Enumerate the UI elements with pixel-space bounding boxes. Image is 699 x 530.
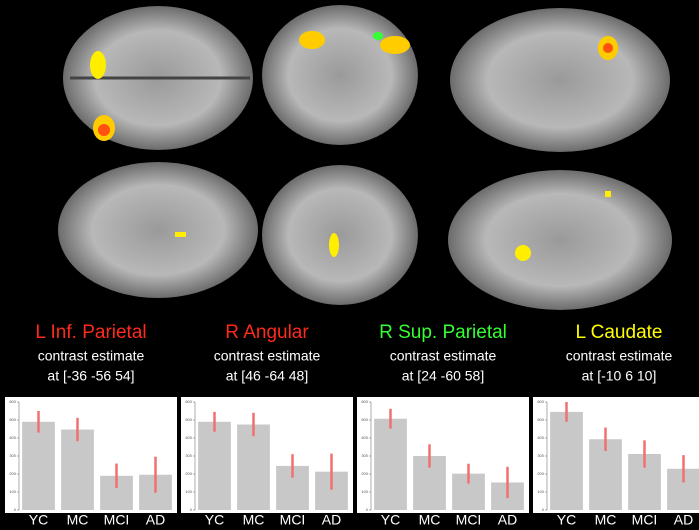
panel-subtitle: contrast estimate xyxy=(38,348,145,364)
coronal-slice xyxy=(262,5,418,145)
y-tick-label: 200 xyxy=(9,471,16,476)
x-tick-label: AD xyxy=(674,512,693,528)
bar xyxy=(61,430,94,510)
panel-title: R Sup. Parietal xyxy=(379,322,507,343)
panel-title: R Angular xyxy=(225,322,309,343)
y-tick-label: 100 xyxy=(361,489,368,494)
axial-slice xyxy=(58,162,258,298)
y-tick-label: 300 xyxy=(537,453,544,458)
x-tick-label: AD xyxy=(322,512,341,528)
x-tick-label: MCI xyxy=(104,512,130,528)
y-tick-label: 200 xyxy=(361,471,368,476)
x-tick-label: AD xyxy=(498,512,517,528)
bar xyxy=(198,422,231,510)
y-tick-label: 500 xyxy=(537,417,544,422)
bar xyxy=(374,419,407,510)
y-tick-label: 500 xyxy=(361,417,368,422)
y-tick-label: 400 xyxy=(537,435,544,440)
activation xyxy=(299,31,325,49)
y-tick-label: 100 xyxy=(537,489,544,494)
x-tick-label: MC xyxy=(67,512,89,528)
y-tick-label: 600 xyxy=(537,399,544,404)
bar xyxy=(237,425,270,511)
panel-annotation: at [-36 -56 54] xyxy=(47,368,134,384)
y-tick-label: 100 xyxy=(9,489,16,494)
panel-title: L Caudate xyxy=(576,322,663,343)
x-tick-label: YC xyxy=(557,512,576,528)
y-tick-label: 600 xyxy=(9,399,16,404)
y-tick-label: 100 xyxy=(185,489,192,494)
y-tick-label: 400 xyxy=(185,435,192,440)
activation xyxy=(380,36,410,54)
bar xyxy=(22,422,55,510)
panel-annotation: at [24 -60 58] xyxy=(402,368,485,384)
y-tick-label: 600 xyxy=(361,399,368,404)
x-tick-label: AD xyxy=(146,512,165,528)
x-tick-label: MC xyxy=(243,512,265,528)
figure: L Inf. Parietal contrast estimate at [-36 … xyxy=(0,0,699,530)
x-tick-label: MCI xyxy=(632,512,658,528)
page: {"chart_data": [ {"type": "bar", "title"… xyxy=(0,0,699,530)
panel-subtitle: contrast estimate xyxy=(390,348,497,364)
x-tick-label: YC xyxy=(205,512,224,528)
x-tick-label: YC xyxy=(381,512,400,528)
activation xyxy=(90,51,106,79)
bar xyxy=(550,412,583,510)
panel-subtitle: contrast estimate xyxy=(214,348,321,364)
y-tick-label: 200 xyxy=(185,471,192,476)
panel-title: L Inf. Parietal xyxy=(35,322,146,343)
y-tick-label: 300 xyxy=(9,453,16,458)
y-tick-label: 300 xyxy=(185,453,192,458)
coronal-slice xyxy=(262,165,418,305)
y-tick-label: 400 xyxy=(361,435,368,440)
activation xyxy=(603,43,613,53)
activation xyxy=(515,245,531,261)
sagittal-slice xyxy=(448,170,672,310)
activation xyxy=(605,191,611,197)
y-tick-label: 200 xyxy=(537,471,544,476)
activation xyxy=(329,233,339,257)
panel-annotation: at [-10 6 10] xyxy=(582,368,657,384)
y-tick-label: 500 xyxy=(185,417,192,422)
y-tick-label: 300 xyxy=(361,453,368,458)
x-tick-label: MC xyxy=(595,512,617,528)
x-tick-label: MC xyxy=(419,512,441,528)
x-tick-label: MCI xyxy=(280,512,306,528)
y-tick-label: 600 xyxy=(185,399,192,404)
sagittal-slice xyxy=(450,8,670,152)
panel-subtitle: contrast estimate xyxy=(566,348,673,364)
x-tick-label: MCI xyxy=(456,512,482,528)
y-tick-label: 500 xyxy=(9,417,16,422)
activation xyxy=(98,124,110,136)
panel-annotation: at [46 -64 48] xyxy=(226,368,309,384)
activation xyxy=(175,232,186,237)
activation xyxy=(373,32,383,40)
y-tick-label: 400 xyxy=(9,435,16,440)
x-tick-label: YC xyxy=(29,512,48,528)
